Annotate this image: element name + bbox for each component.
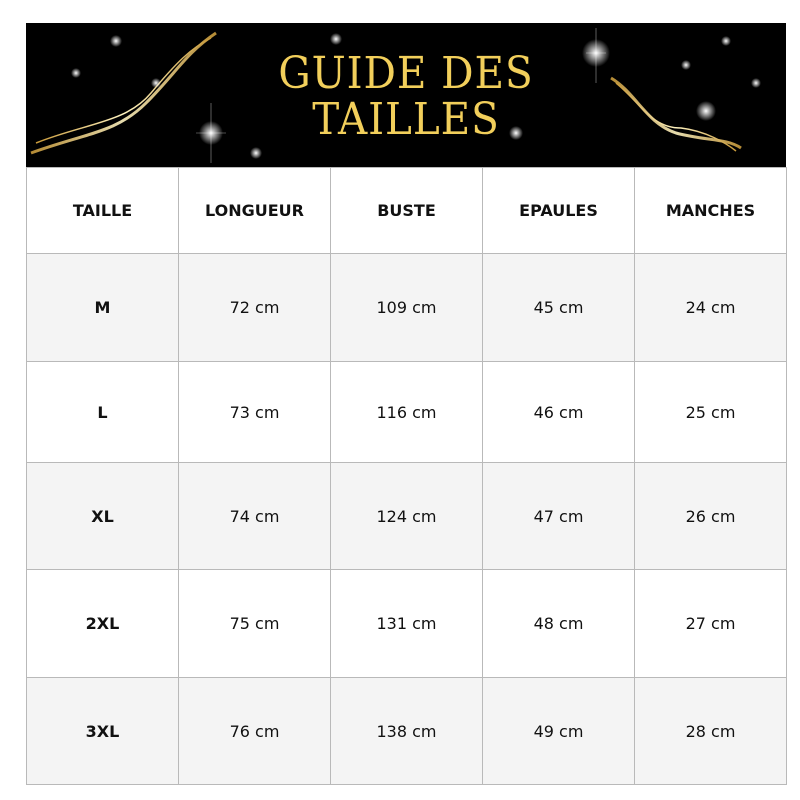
buste-cell: 109 cm: [330, 253, 483, 362]
manches-cell: 26 cm: [634, 462, 787, 570]
page-title: GUIDE DES TAILLES: [56, 51, 755, 143]
longueur-cell: 75 cm: [178, 569, 331, 678]
longueur-cell: 74 cm: [178, 462, 331, 570]
size-cell: 2XL: [26, 569, 179, 678]
manches-cell: 25 cm: [634, 361, 787, 463]
epaules-cell: 46 cm: [482, 361, 635, 463]
manches-cell: 24 cm: [634, 253, 787, 362]
sparkle-decoration: [30, 28, 761, 163]
epaules-cell: 48 cm: [482, 569, 635, 678]
epaules-cell: 45 cm: [482, 253, 635, 362]
buste-cell: 124 cm: [330, 462, 483, 570]
buste-cell: 116 cm: [330, 361, 483, 463]
header-manches: MANCHES: [634, 167, 787, 254]
table-row: XL 74 cm 124 cm 47 cm 26 cm: [26, 462, 787, 570]
epaules-cell: 47 cm: [482, 462, 635, 570]
size-table: TAILLE LONGUEUR BUSTE EPAULES MANCHES M …: [26, 167, 787, 785]
header-buste: BUSTE: [330, 167, 483, 254]
size-cell: L: [26, 361, 179, 463]
header-longueur: LONGUEUR: [178, 167, 331, 254]
header-epaules: EPAULES: [482, 167, 635, 254]
buste-cell: 138 cm: [330, 677, 483, 785]
table-row: L 73 cm 116 cm 46 cm 25 cm: [26, 361, 787, 463]
banner: GUIDE DES TAILLES: [26, 23, 786, 167]
longueur-cell: 73 cm: [178, 361, 331, 463]
table-row: 3XL 76 cm 138 cm 49 cm 28 cm: [26, 677, 787, 785]
epaules-cell: 49 cm: [482, 677, 635, 785]
buste-cell: 131 cm: [330, 569, 483, 678]
longueur-cell: 76 cm: [178, 677, 331, 785]
header-taille: TAILLE: [26, 167, 179, 254]
longueur-cell: 72 cm: [178, 253, 331, 362]
size-cell: XL: [26, 462, 179, 570]
table-row: 2XL 75 cm 131 cm 48 cm 27 cm: [26, 569, 787, 678]
title-line-1: GUIDE DES: [278, 48, 534, 99]
table-row: M 72 cm 109 cm 45 cm 24 cm: [26, 253, 787, 362]
title-line-2: TAILLES: [312, 94, 500, 145]
size-cell: 3XL: [26, 677, 179, 785]
manches-cell: 27 cm: [634, 569, 787, 678]
table-header-row: TAILLE LONGUEUR BUSTE EPAULES MANCHES: [26, 167, 787, 254]
manches-cell: 28 cm: [634, 677, 787, 785]
size-cell: M: [26, 253, 179, 362]
